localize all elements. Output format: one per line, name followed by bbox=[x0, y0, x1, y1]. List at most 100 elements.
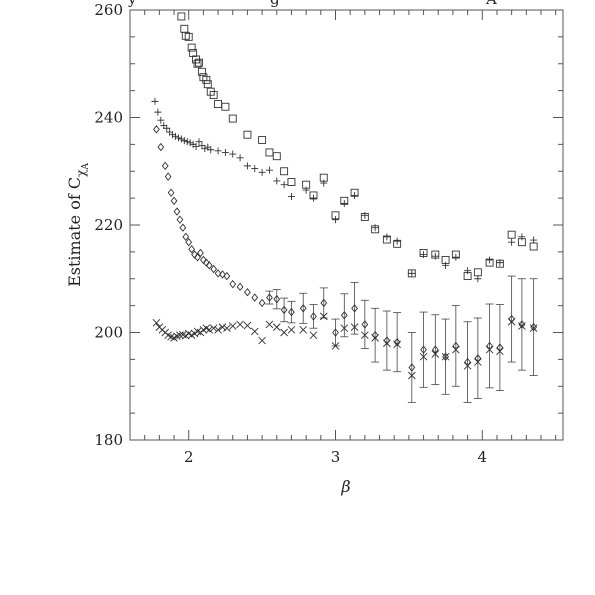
cross-point bbox=[265, 320, 274, 329]
data-markers bbox=[151, 12, 538, 380]
plus-point bbox=[221, 148, 229, 156]
diamond-point bbox=[383, 336, 391, 345]
square-point bbox=[280, 167, 289, 176]
plus-point bbox=[265, 166, 273, 174]
plus-point bbox=[351, 191, 359, 199]
cross-point bbox=[340, 324, 349, 333]
plus-point bbox=[496, 259, 504, 267]
cross-point bbox=[361, 331, 369, 340]
diamond-point bbox=[288, 307, 295, 317]
cross-point bbox=[419, 352, 428, 361]
plus-point bbox=[340, 200, 348, 207]
plus-point bbox=[243, 162, 251, 170]
cross-point bbox=[463, 362, 472, 370]
cross-point bbox=[228, 322, 237, 330]
plus-point bbox=[383, 233, 391, 241]
x-axis-label: β bbox=[340, 477, 350, 496]
square-point bbox=[272, 152, 281, 161]
plus-point bbox=[195, 138, 203, 146]
diamond-point bbox=[173, 207, 181, 216]
plus-point bbox=[154, 108, 162, 116]
cross-point bbox=[441, 352, 450, 361]
diamond-point bbox=[420, 345, 427, 354]
diamond-point bbox=[219, 270, 226, 279]
plus-point bbox=[508, 238, 516, 246]
diamond-point bbox=[299, 304, 307, 313]
square-point bbox=[214, 100, 223, 109]
plus-point bbox=[163, 124, 171, 132]
square-point bbox=[287, 178, 296, 186]
diamond-point bbox=[393, 337, 401, 347]
cross-point bbox=[452, 345, 460, 354]
cross-point bbox=[529, 324, 538, 333]
cross-point bbox=[299, 325, 308, 334]
cross-point bbox=[350, 323, 359, 331]
cross-point bbox=[319, 312, 328, 321]
diamond-point bbox=[280, 305, 288, 315]
cross-point bbox=[236, 320, 244, 329]
diamond-point bbox=[229, 279, 237, 289]
diamond-point bbox=[157, 142, 165, 152]
diamond-point bbox=[179, 223, 187, 232]
y-tick-label: 200 bbox=[94, 324, 123, 342]
cross-point bbox=[383, 339, 391, 348]
chart-title-fragment: y g A bbox=[127, 0, 497, 8]
cross-point bbox=[214, 325, 222, 334]
cross-point bbox=[193, 327, 202, 336]
svg-text:g: g bbox=[270, 0, 280, 8]
plot-frame bbox=[129, 9, 564, 441]
y-axis-label-subsub: A bbox=[81, 163, 91, 171]
square-point bbox=[507, 230, 516, 239]
diamond-point bbox=[188, 244, 196, 254]
diamond-point bbox=[518, 320, 526, 329]
cross-point bbox=[518, 322, 526, 330]
cross-point bbox=[258, 336, 266, 345]
x-tick-label: 4 bbox=[477, 448, 487, 466]
square-point bbox=[195, 58, 203, 67]
diamond-point bbox=[223, 271, 231, 281]
plus-point bbox=[198, 141, 206, 149]
plus-point bbox=[518, 233, 526, 241]
plus-point bbox=[207, 146, 215, 154]
diamond-point bbox=[361, 320, 369, 329]
axis-ticks bbox=[130, 9, 563, 441]
square-point bbox=[203, 80, 212, 89]
plus-point bbox=[169, 131, 177, 139]
square-point bbox=[258, 136, 267, 145]
diamond-point bbox=[320, 298, 328, 308]
diamond-point bbox=[340, 311, 348, 320]
y-tick-label: 240 bbox=[94, 109, 123, 127]
cross-point bbox=[407, 371, 416, 380]
plus-point bbox=[214, 147, 222, 155]
diamond-point bbox=[194, 253, 201, 262]
cross-point bbox=[223, 324, 231, 333]
diamond-point bbox=[182, 232, 190, 242]
square-point bbox=[189, 49, 198, 57]
square-point bbox=[473, 268, 482, 277]
y-tick-label: 260 bbox=[94, 1, 123, 19]
x-tick-label: 3 bbox=[331, 448, 341, 466]
diamond-point bbox=[251, 293, 259, 302]
plus-point bbox=[236, 154, 244, 162]
cross-point bbox=[485, 345, 494, 354]
plus-point bbox=[331, 216, 339, 224]
diamond-point bbox=[167, 188, 175, 197]
cross-point bbox=[287, 325, 296, 334]
cross-point bbox=[167, 332, 175, 341]
plus-point bbox=[431, 252, 439, 260]
plus-point bbox=[361, 211, 369, 219]
plus-point bbox=[464, 267, 472, 275]
diamond-point bbox=[191, 250, 198, 259]
diamond-point bbox=[176, 215, 184, 224]
cross-point bbox=[250, 327, 259, 336]
y-axis-label: Estimate of CχA bbox=[65, 163, 91, 287]
cross-point bbox=[205, 325, 214, 334]
diamond-point bbox=[202, 258, 210, 267]
square-point bbox=[202, 75, 211, 84]
svg-text:A: A bbox=[485, 0, 497, 8]
plus-point bbox=[201, 145, 209, 153]
plus-point bbox=[474, 275, 482, 283]
square-point bbox=[265, 148, 274, 157]
diamond-point bbox=[273, 294, 281, 304]
